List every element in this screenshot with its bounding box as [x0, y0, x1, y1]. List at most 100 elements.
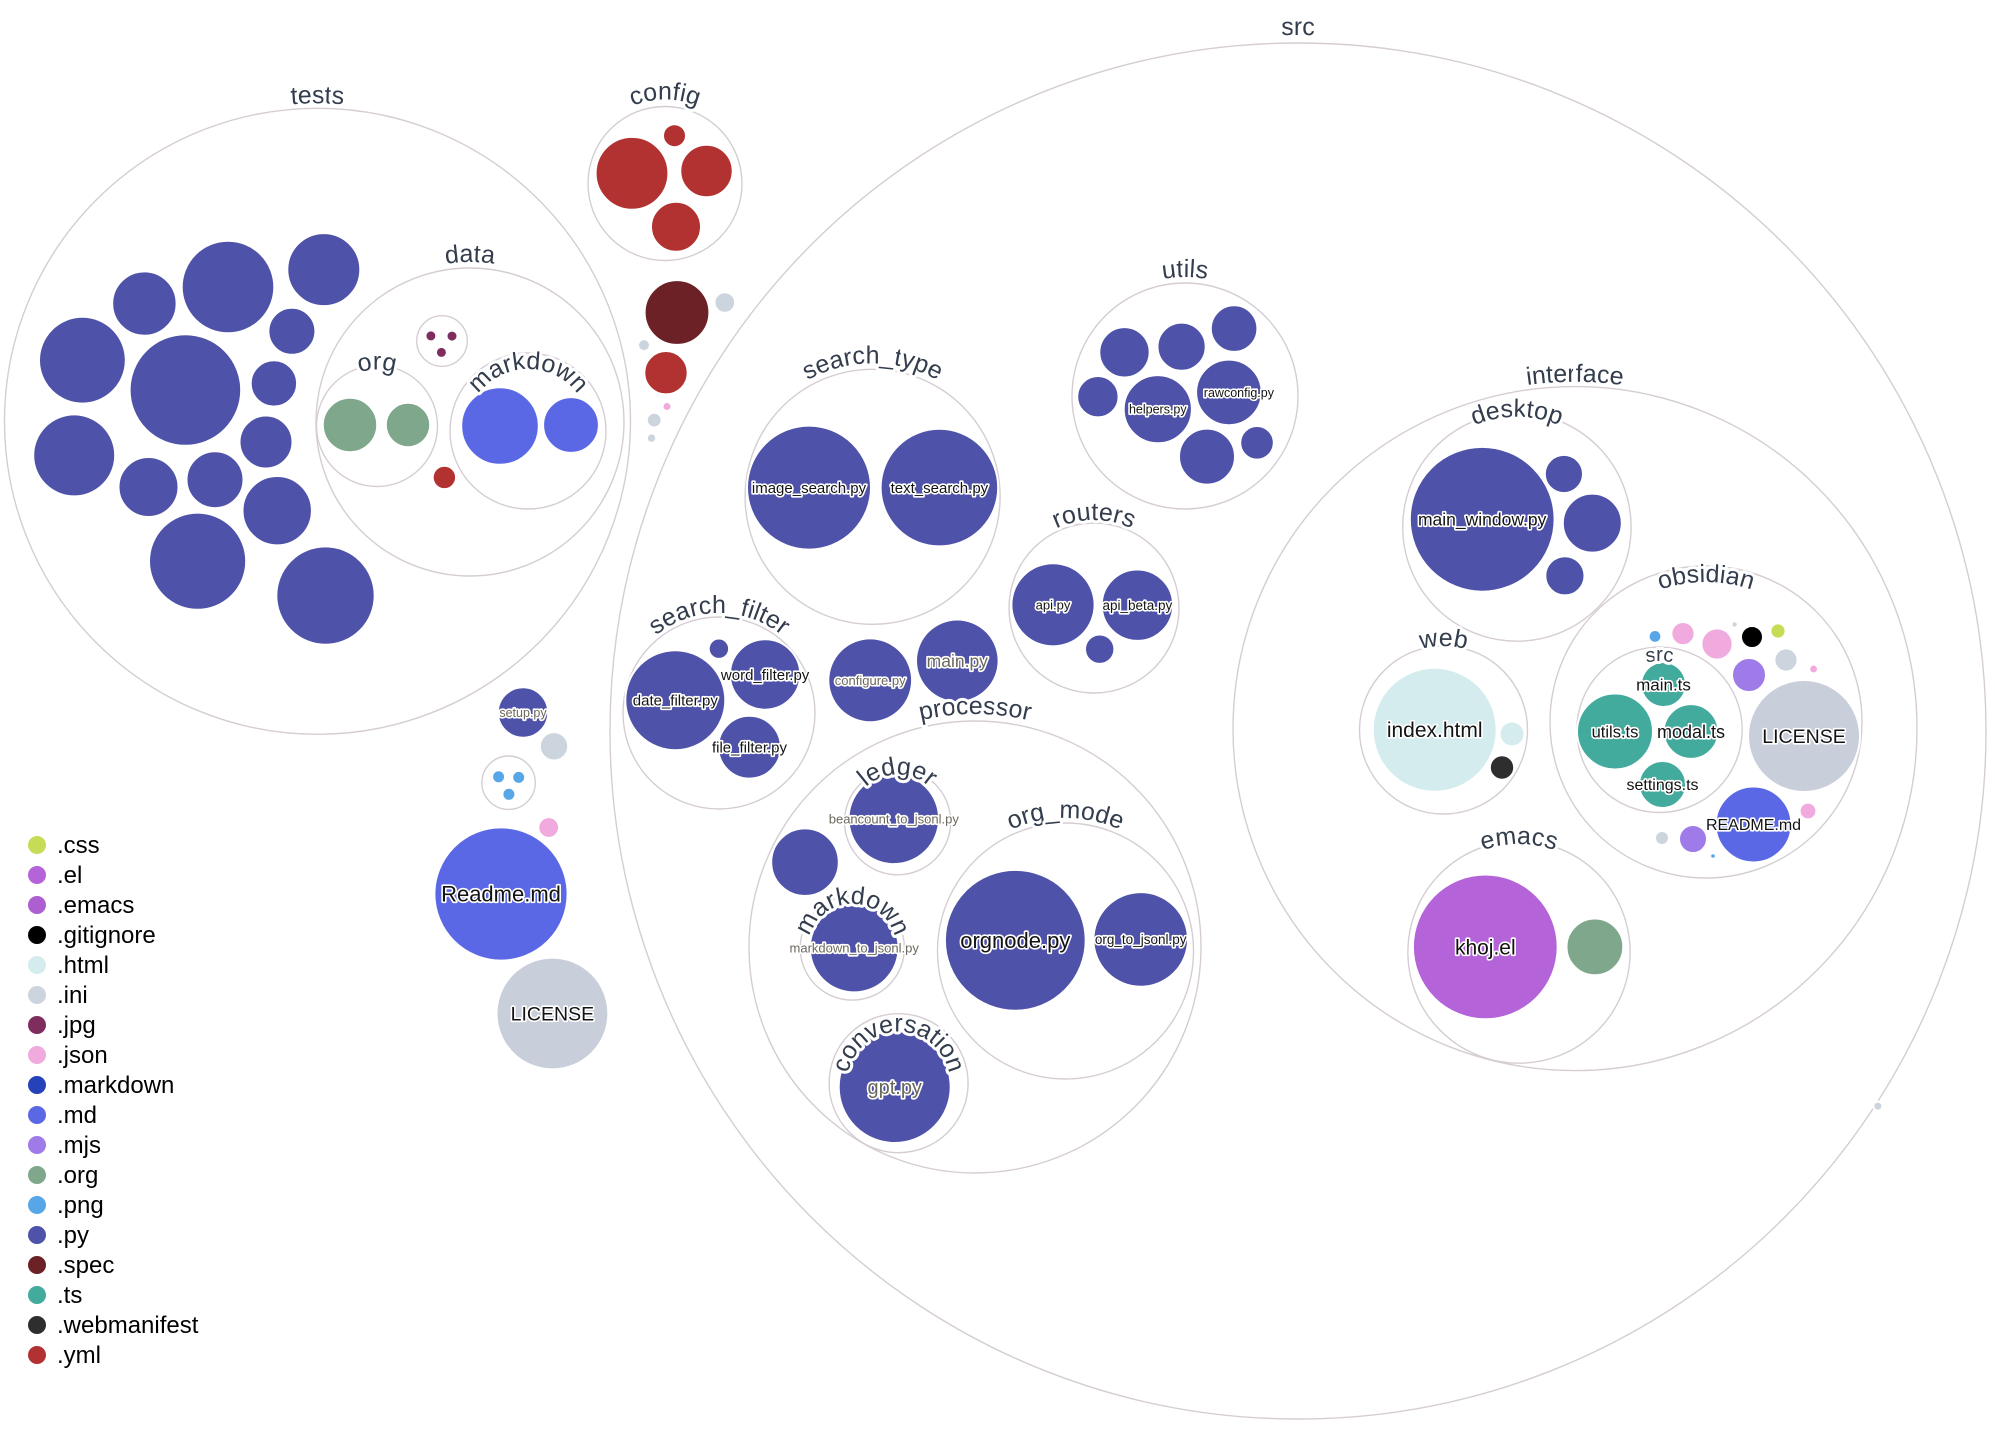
legend-label-png: .png — [57, 1192, 104, 1219]
file-circle-json-88 — [1798, 801, 1818, 821]
file-circle-py-69 — [1561, 492, 1623, 554]
file-circle-py-61 — [770, 827, 840, 898]
file-circle-py-12 — [148, 511, 248, 611]
legend-item-mjs: .mjs — [28, 1132, 101, 1159]
file-circle-org-94 — [1565, 917, 1625, 977]
folder-label-src: src — [1281, 13, 1315, 41]
files-layer — [32, 123, 1884, 1144]
file-label-api_beta.py: api_beta.py — [1102, 598, 1172, 613]
file-label-text_search.py: text_search.py — [891, 480, 989, 497]
file-circle-setup.py — [496, 686, 550, 739]
legend-dot-org — [28, 1166, 46, 1184]
file-circle-main.py — [915, 618, 1000, 704]
legend-item-py: .py — [28, 1222, 89, 1249]
file-circle-main.ts — [1640, 661, 1687, 708]
file-circle-LICENSE — [495, 956, 610, 1071]
legend-item-markdown: .markdown — [28, 1072, 174, 1099]
file-circle-README.md — [1714, 785, 1793, 864]
file-label-utils.ts: utils.ts — [1592, 723, 1639, 741]
legend-dot-yml — [28, 1346, 46, 1364]
legend-dot-mjs — [28, 1136, 46, 1154]
legend-dot-ts — [28, 1286, 46, 1304]
file-label-setup.py: setup.py — [499, 706, 547, 720]
file-circle-yml-14 — [431, 464, 458, 491]
file-label-word_filter.py: word_filter.py — [720, 667, 810, 684]
file-label-LICENSE: LICENSE — [1762, 726, 1845, 748]
legend-dot-md — [28, 1106, 46, 1124]
file-circle-py-9 — [117, 456, 180, 518]
legend-item-css: .css — [28, 832, 100, 859]
file-circle-gitignore-80 — [1740, 625, 1764, 649]
file-circle-py-49 — [1098, 326, 1151, 379]
legend-label-md: .md — [57, 1102, 97, 1129]
file-circle-rawconfig.py — [1195, 358, 1263, 427]
legend-item-gitignore: .gitignore — [28, 922, 156, 949]
file-circle-py-8 — [238, 414, 294, 470]
file-labels-layer: setup.py Readme.md LICENSE main.py configure… — [439, 384, 1847, 1100]
file-circle-css-81 — [1769, 622, 1787, 640]
file-circle-html-72 — [1498, 720, 1526, 748]
legend-item-webmanifest: .webmanifest — [28, 1312, 199, 1339]
file-circle-index.html — [1371, 666, 1498, 793]
legend-label-el: .el — [57, 862, 82, 889]
legend-dot-json — [28, 1046, 46, 1064]
file-circle-png-87 — [1709, 852, 1717, 860]
legend-label-html: .html — [57, 952, 109, 979]
file-label-README.md: README.md — [1706, 817, 1801, 834]
legend-item-yml: .yml — [28, 1342, 101, 1369]
legend-label-css: .css — [57, 832, 100, 859]
file-circle-modal.ts — [1662, 703, 1720, 760]
folder-label-src/interface: interface — [1524, 360, 1625, 391]
file-label-image_search.py: image_search.py — [752, 480, 867, 497]
file-circle-ini-85 — [1654, 830, 1670, 846]
file-circle-org_to_jsonl.py — [1092, 891, 1189, 988]
folder-label-src/utils: utils — [1160, 255, 1210, 285]
file-circle-py-55 — [1178, 427, 1236, 486]
file-circle-beancount_to_jsonl.py — [847, 772, 941, 866]
file-circle-image_search.py — [746, 424, 872, 551]
legend-label-yml: .yml — [57, 1342, 101, 1369]
file-circle-text_search.py — [879, 427, 1000, 548]
legend-dot-gitignore — [28, 926, 46, 944]
folder-label-src/processor: processor — [916, 692, 1034, 726]
file-circle-py-11 — [241, 475, 313, 547]
file-label-date_filter.py: date_filter.py — [633, 692, 719, 709]
file-circle-md-21 — [542, 396, 600, 454]
file-circle-py-10 — [185, 450, 245, 510]
legend-item-emacs: .emacs — [28, 892, 134, 919]
legend-dot-ini — [28, 986, 46, 1004]
folder-label-src/interface/web: web — [1416, 624, 1470, 655]
folder-label-tests: tests — [290, 81, 346, 110]
file-circle-yml-22 — [594, 135, 670, 211]
file-circle-ini-30 — [713, 291, 737, 314]
file-circle-ini-34 — [645, 411, 663, 429]
file-circle-org-18 — [321, 396, 379, 454]
folder-label-src/interface/obsidian/src: src — [1644, 644, 1674, 667]
file-label-LICENSE: LICENSE — [511, 1003, 594, 1025]
file-label-rawconfig.py: rawconfig.py — [1204, 386, 1275, 400]
file-circle-png-39 — [511, 769, 527, 785]
file-circle-py-5 — [32, 413, 117, 498]
file-circle-py-51 — [1209, 304, 1259, 353]
legend-label-ts: .ts — [57, 1282, 82, 1309]
file-label-beancount_to_jsonl.py: beancount_to_jsonl.py — [829, 811, 960, 826]
file-circle-json-84 — [1808, 663, 1819, 675]
file-label-modal.ts: modal.ts — [1657, 722, 1725, 742]
legend-item-html: .html — [28, 952, 109, 979]
file-circle-py-6 — [267, 306, 317, 356]
file-circle-LICENSE — [1747, 679, 1861, 793]
file-circle-yml-23 — [662, 123, 687, 149]
file-circle-orgnode.py — [943, 868, 1087, 1012]
file-label-settings.ts: settings.ts — [1626, 777, 1698, 794]
file-label-index.html: index.html — [1387, 719, 1483, 742]
file-label-org_to_jsonl.py: org_to_jsonl.py — [1095, 932, 1187, 947]
file-circle-main_window.py — [1408, 445, 1556, 593]
legend-dot-jpg — [28, 1016, 46, 1034]
file-label-main_window.py: main_window.py — [1418, 509, 1547, 530]
file-label-configure.py: configure.py — [835, 673, 906, 688]
legend-item-json: .json — [28, 1042, 108, 1069]
legend-item-spec: .spec — [28, 1252, 114, 1279]
file-circle-mjs-82 — [1731, 657, 1767, 693]
